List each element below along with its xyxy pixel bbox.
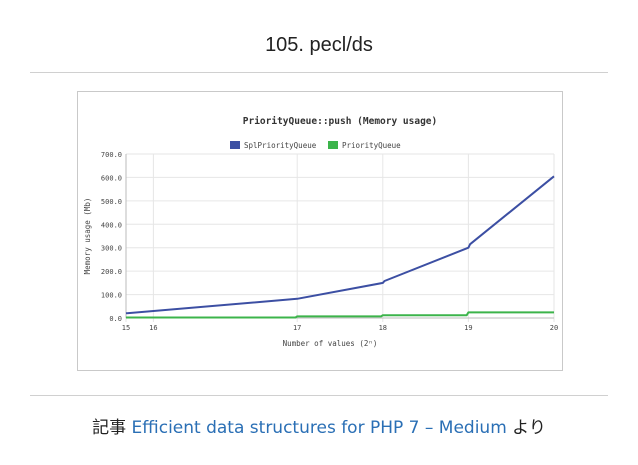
chart-title: PriorityQueue::push (Memory usage) (243, 116, 437, 127)
caption-suffix: より (506, 418, 546, 438)
legend-swatch-0 (230, 141, 240, 149)
x-tick-label: 16 (149, 324, 157, 332)
y-tick-label: 700.0 (101, 151, 122, 159)
x-tick-label: 17 (293, 324, 301, 332)
legend-label-0: SplPriorityQueue (244, 141, 317, 150)
memory-usage-chart: PriorityQueue::push (Memory usage)SplPri… (83, 116, 558, 348)
x-axis-label: Number of values (2ⁿ) (283, 339, 378, 348)
y-tick-label: 200.0 (101, 268, 122, 276)
caption-divider (30, 395, 608, 396)
y-tick-label: 400.0 (101, 221, 122, 229)
series-line-SplPriorityQueue (125, 175, 555, 315)
chart-image-frame: PriorityQueue::push (Memory usage)SplPri… (77, 91, 563, 371)
source-caption: 記事 Efficient data structures for PHP 7 –… (0, 413, 638, 438)
legend-swatch-1 (328, 141, 338, 149)
y-tick-label: 600.0 (101, 174, 122, 182)
y-axis-label: Memory usage (Mb) (83, 198, 92, 275)
x-tick-label: 20 (550, 324, 558, 332)
x-tick-label: 19 (464, 324, 472, 332)
legend-label-1: PriorityQueue (342, 141, 401, 150)
series-line-PriorityQueue (126, 311, 554, 319)
x-tick-label: 18 (379, 324, 387, 332)
caption-prefix: 記事 (92, 418, 132, 438)
y-tick-label: 300.0 (101, 245, 122, 253)
title-divider (30, 72, 608, 73)
slide-title: 105. pecl/ds (265, 34, 373, 56)
y-tick-label: 0.0 (109, 315, 122, 323)
x-tick-label: 15 (122, 324, 130, 332)
y-tick-label: 500.0 (101, 198, 122, 206)
y-tick-label: 100.0 (101, 292, 122, 300)
article-link[interactable]: Efficient data structures for PHP 7 – Me… (131, 418, 507, 438)
